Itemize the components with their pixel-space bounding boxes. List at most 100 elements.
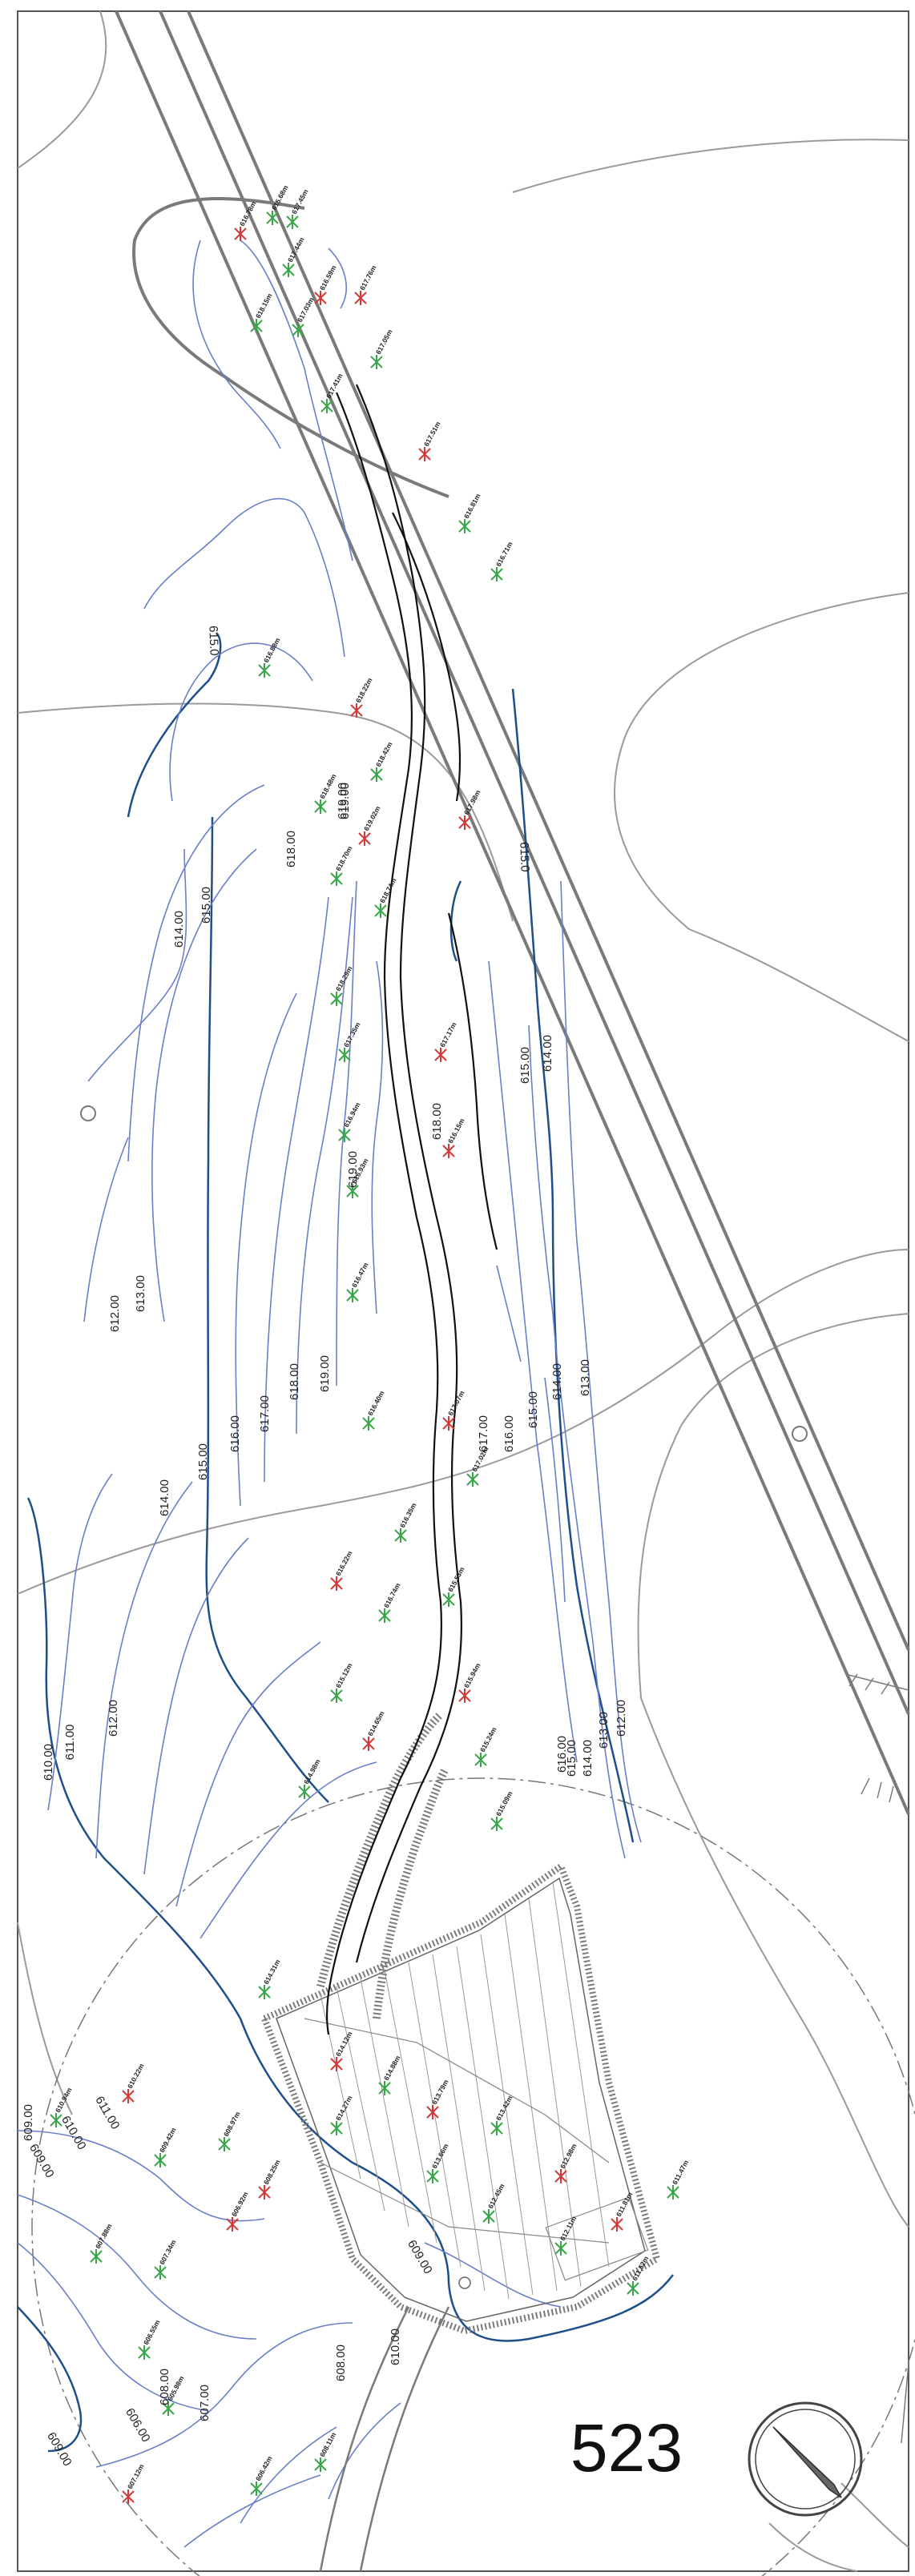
spot-elevation-label: 606.55m bbox=[142, 2318, 162, 2346]
contour-label: 614.00 bbox=[541, 1035, 554, 1072]
survey-point-marker bbox=[298, 1785, 311, 1799]
survey-point-marker bbox=[314, 291, 327, 305]
survey-point-marker bbox=[258, 663, 271, 678]
survey-point-marker bbox=[330, 1576, 343, 1591]
contour-label: 609.00 bbox=[26, 2142, 57, 2180]
spot-elevation-label: 615.09m bbox=[494, 1789, 514, 1817]
contour-label: 608.00 bbox=[334, 2345, 348, 2381]
contour-label: 614.00 bbox=[172, 911, 186, 948]
survey-point-marker bbox=[346, 1288, 359, 1302]
spot-elevation-label: 615.12m bbox=[334, 1661, 354, 1689]
survey-point-marker bbox=[346, 1184, 359, 1198]
spot-elevation-label: 616.22m bbox=[334, 1549, 354, 1577]
spot-elevation-label: 616.59m bbox=[318, 264, 338, 292]
spot-elevation-label: 615.53m bbox=[446, 1565, 466, 1593]
contour-label: 612.00 bbox=[107, 1700, 120, 1737]
survey-point-marker bbox=[226, 2217, 239, 2232]
survey-point-marker bbox=[474, 1753, 487, 1767]
contour-label: 615.00 bbox=[200, 887, 213, 924]
contour-label: 615.00 bbox=[518, 1047, 532, 1084]
survey-markers bbox=[50, 211, 679, 2504]
survey-point-marker bbox=[282, 263, 295, 277]
contour-label: 612.00 bbox=[108, 1295, 122, 1332]
survey-point-marker bbox=[50, 2113, 62, 2127]
survey-point-marker bbox=[611, 2217, 623, 2232]
spot-elevation-label: 617.76m bbox=[358, 264, 378, 292]
contour-label: 619.00 bbox=[346, 1151, 360, 1188]
contour-label: 617.00 bbox=[477, 1415, 490, 1452]
contour-label: 609.00 bbox=[405, 2238, 435, 2276]
spot-elevation-label: 617.07m bbox=[446, 1389, 466, 1417]
spot-elevation-label: 606.92m bbox=[230, 2190, 250, 2218]
spot-elevation-label: 608.11m bbox=[318, 2431, 338, 2458]
contour-label: 608.00 bbox=[158, 2369, 171, 2405]
contour-label: 609.00 bbox=[22, 2104, 35, 2141]
survey-point-marker bbox=[426, 2105, 439, 2119]
survey-point-marker bbox=[554, 2241, 567, 2256]
contour-label: 613.00 bbox=[578, 1359, 592, 1396]
spot-elevation-label: 618.48m bbox=[318, 772, 338, 800]
survey-point-marker bbox=[434, 1048, 447, 1062]
spot-elevation-label: 619.02m bbox=[362, 804, 382, 832]
survey-point-marker bbox=[370, 355, 383, 369]
spot-elevation-label: 607.12m bbox=[126, 2462, 146, 2490]
survey-point-marker bbox=[490, 567, 503, 582]
contour-label: 612.00 bbox=[615, 1700, 628, 1737]
spot-elevation-label: 616.35m bbox=[398, 1501, 418, 1529]
survey-point-marker bbox=[482, 2209, 495, 2224]
spot-elevation-label: 612.98m bbox=[558, 2142, 578, 2170]
contour-label: 614.00 bbox=[581, 1740, 595, 1777]
grading-pad bbox=[260, 1861, 661, 2335]
spot-elevation-label: 617.35m bbox=[342, 1020, 362, 1049]
spot-elevation-label: 616.15m bbox=[446, 1117, 466, 1145]
spot-elevation-label: 617.45m bbox=[290, 187, 310, 215]
survey-point-marker bbox=[378, 1608, 391, 1623]
survey-point-marker bbox=[358, 831, 371, 846]
survey-point-marker bbox=[490, 1817, 503, 1831]
minor-contours bbox=[17, 239, 642, 2548]
survey-point-marker bbox=[218, 2137, 231, 2151]
spot-elevation-label: 616.88m bbox=[262, 636, 282, 664]
spot-elevation-label: 613.42m bbox=[494, 2094, 514, 2122]
survey-point-marker bbox=[554, 2169, 567, 2184]
contour-label: 613.00 bbox=[597, 1712, 611, 1749]
spot-elevation-label: 610.22m bbox=[126, 2062, 146, 2090]
contour-label: 616.00 bbox=[502, 1415, 516, 1452]
survey-point-marker bbox=[442, 1592, 455, 1607]
approach-road bbox=[319, 2306, 450, 2572]
survey-point-marker bbox=[458, 815, 471, 830]
contour-label: 617.00 bbox=[258, 1395, 272, 1432]
contour-label: 615.0 bbox=[206, 626, 220, 656]
contour-label: 614.00 bbox=[158, 1479, 171, 1516]
contour-label: 616.00 bbox=[228, 1415, 242, 1452]
survey-point-marker bbox=[320, 399, 333, 413]
contour-label: 607.00 bbox=[198, 2385, 212, 2421]
spot-elevation-label: 614.27m bbox=[334, 2094, 354, 2122]
sheet-border bbox=[17, 10, 909, 2572]
survey-point-marker bbox=[250, 2481, 263, 2496]
contour-label: 619.00 bbox=[318, 1355, 332, 1392]
survey-point-marker bbox=[122, 2489, 135, 2504]
major-contours bbox=[17, 632, 674, 2453]
survey-point-marker bbox=[362, 1737, 375, 1751]
spot-elevation-label: 617.03m bbox=[296, 296, 316, 324]
survey-point-marker bbox=[442, 1416, 455, 1431]
survey-point-marker bbox=[394, 1528, 407, 1543]
spot-elevation-label: 618.22m bbox=[354, 676, 374, 704]
contour-label: 615.00 bbox=[526, 1391, 540, 1428]
survey-point-marker bbox=[138, 2345, 151, 2360]
survey-point-marker bbox=[426, 2169, 439, 2184]
spot-elevation-label: 606.42m bbox=[254, 2454, 274, 2482]
spot-elevation-label: 616.71m bbox=[494, 540, 514, 568]
spot-elevation-label: 617.02m bbox=[470, 1445, 490, 1473]
spot-elevation-label: 613.79m bbox=[430, 2078, 450, 2106]
survey-point-marker bbox=[418, 447, 431, 461]
survey-point-marker bbox=[250, 319, 263, 333]
north-arrow-icon bbox=[748, 2401, 863, 2517]
spot-elevation-label: 612.11m bbox=[558, 2215, 578, 2242]
contour-label: 613.00 bbox=[134, 1275, 147, 1312]
spot-elevation-label: 608.97m bbox=[222, 2110, 242, 2138]
spot-elevation-label: 618.70m bbox=[334, 844, 354, 872]
